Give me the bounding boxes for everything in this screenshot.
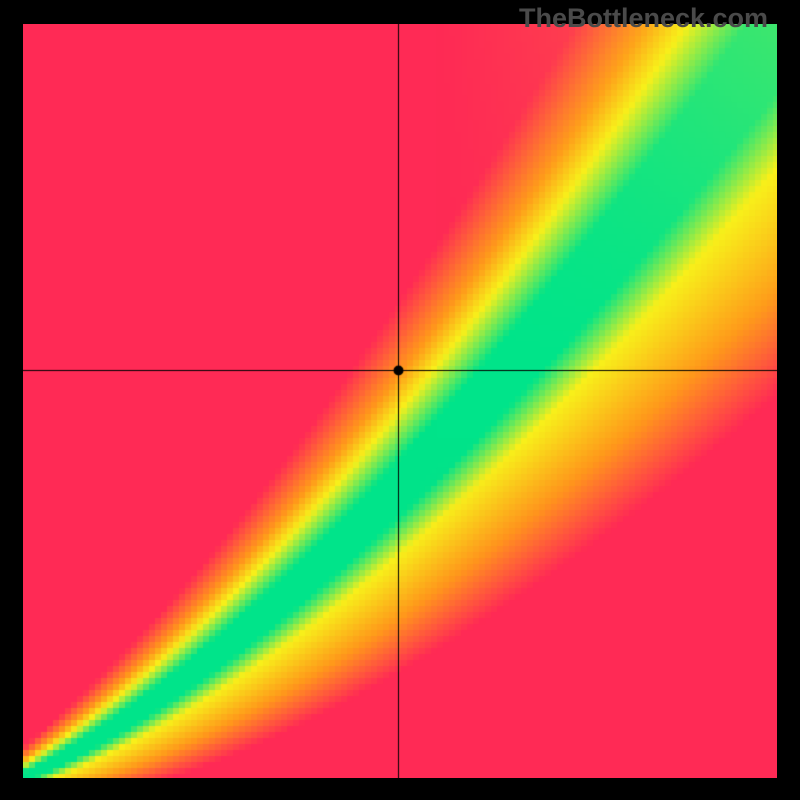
- watermark-text: TheBottleneck.com: [519, 3, 768, 34]
- chart-container: TheBottleneck.com: [0, 0, 800, 800]
- bottleneck-heatmap: [23, 24, 777, 778]
